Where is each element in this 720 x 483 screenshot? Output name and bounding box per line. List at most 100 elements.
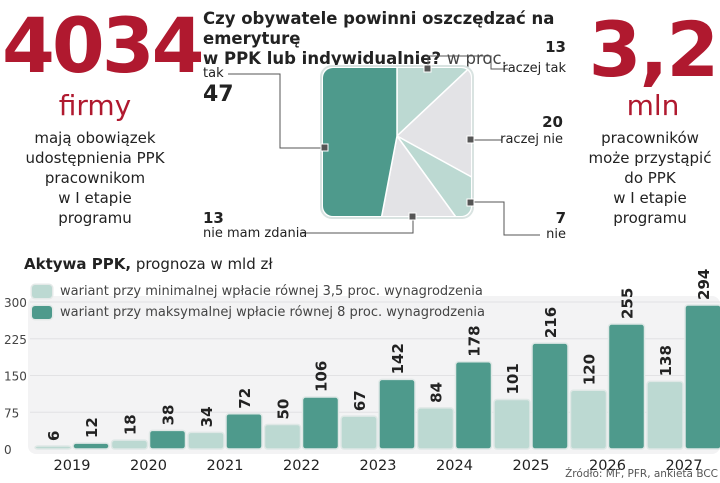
y-tick-label: 225: [4, 333, 27, 347]
pie-label-raczej-nie: raczej nie: [500, 132, 563, 147]
x-tick-label: 2020: [130, 458, 167, 474]
pie-title-line2: w PPK lub indywidualnie?: [203, 49, 442, 68]
desc-line: mają obowiązek: [34, 129, 156, 147]
leader-line-raczej-tak: [427, 55, 508, 70]
bar-max-2025: [531, 342, 569, 450]
pie-label-tak: tak: [203, 66, 224, 81]
bar-min-2019: [34, 445, 72, 450]
stat-description-workers: pracowników może przystąpić do PPK w I e…: [580, 128, 720, 228]
desc-line: pracownikom: [44, 169, 146, 187]
desc-line: pracowników: [601, 129, 699, 147]
pie-label-nie: nie: [546, 227, 566, 242]
marker-nie-mam-zdania: [408, 212, 417, 221]
legend-label-min: wariant przy minimalnej wpłacie równej 3…: [60, 284, 483, 299]
pie-slice-raczej-tak: [396, 68, 471, 138]
y-tick-label: 0: [4, 443, 12, 457]
leader-line-nie-mam-zdania: [300, 216, 414, 234]
pie-slice-nie: [396, 135, 471, 216]
bar-min-2020: [110, 439, 149, 450]
source-note: Źródło: MF, PFR, ankieta BCC: [565, 468, 718, 480]
desc-line: udostępnienia PPK: [25, 149, 165, 167]
desc-line: w I etapie: [58, 189, 132, 207]
y-tick-label: 300: [4, 296, 27, 310]
desc-line: w I etapie: [613, 189, 687, 207]
stat-value-workers: 3,2: [588, 5, 720, 94]
bar-min-2027: [646, 380, 684, 450]
bar-value-label: 120: [581, 354, 599, 385]
bar-value-label: 38: [160, 405, 178, 426]
pie-chart: [228, 55, 540, 236]
bar-min-2026: [569, 389, 608, 450]
stat-description-firms: mają obowiązek udostępnienia PPK pracown…: [0, 128, 190, 228]
y-tick-label: 150: [4, 370, 27, 384]
bar-value-label: 67: [351, 390, 369, 411]
pie-title-line1: Czy obywatele powinni oszczędzać na emer…: [203, 9, 555, 48]
legend-label-max: wariant przy maksymalnej wpłacie równej …: [60, 305, 485, 320]
x-tick-label: 2023: [360, 458, 397, 474]
bar-value-label: 12: [83, 417, 101, 438]
pie-value-raczej-nie: 20: [542, 113, 563, 131]
x-tick-label: 2022: [283, 458, 320, 474]
marker-raczej-nie: [466, 135, 475, 144]
x-tick-label: 2019: [54, 458, 91, 474]
bar-chart-subtitle: prognoza w mld zł: [135, 255, 273, 273]
desc-line: do PPK: [624, 169, 676, 187]
leader-line-nie: [471, 201, 540, 236]
bar-max-2019: [72, 442, 110, 450]
bar-chart-title-bold: Aktywa PPK,: [24, 255, 132, 273]
x-tick-label: 2024: [436, 458, 473, 474]
bar-max-2026: [607, 323, 646, 450]
y-tick-label: 75: [4, 406, 19, 420]
x-tick-label: 2021: [207, 458, 244, 474]
pie-slice-raczej-nie: [395, 68, 471, 205]
pie-value-nie-mam-zdania: 13: [203, 209, 224, 227]
pie-value-nie: 7: [555, 209, 566, 227]
pie-value-tak: 47: [203, 82, 234, 107]
desc-line: może przystąpić: [588, 149, 712, 167]
legend-swatch-min: [32, 285, 52, 298]
stat-value-firms: 4034: [2, 1, 205, 90]
bar-value-label: 294: [695, 269, 713, 300]
desc-line: programu: [613, 209, 687, 227]
bar-value-label: 84: [428, 382, 446, 403]
x-tick-label: 2025: [513, 458, 550, 474]
bar-chart-title: Aktywa PPK, prognoza w mld zł: [24, 255, 273, 273]
pie-title: Czy obywatele powinni oszczędzać na emer…: [203, 9, 593, 69]
bar-value-label: 72: [236, 388, 254, 409]
bar-value-label: 50: [275, 399, 293, 420]
stat-unit-workers: mln: [626, 89, 680, 122]
x-tick-label: 2027: [666, 458, 703, 474]
bar-value-label: 34: [198, 406, 216, 427]
bar-min-2025: [493, 398, 531, 450]
bar-max-2027: [684, 304, 720, 450]
bar-max-2020: [148, 429, 187, 450]
bar-value-label: 6: [45, 431, 63, 441]
leader-line-tak: [228, 73, 325, 149]
legend-item-min: wariant przy minimalnej wpłacie równej 3…: [32, 282, 485, 301]
bar-min-2021: [187, 431, 225, 450]
bar-value-label: 101: [504, 363, 522, 394]
bar-min-2024: [416, 407, 455, 450]
bar-min-2023: [340, 415, 378, 450]
pie-slice-nie-mam-zdania: [369, 134, 471, 216]
pie-label-nie-mam-zdania: nie mam zdania: [203, 226, 308, 241]
pie-title-unit: w proc.: [446, 49, 507, 68]
pie-slice-tak: [323, 68, 398, 216]
bar-value-label: 255: [619, 288, 637, 319]
desc-line: programu: [58, 209, 132, 227]
bar-max-2023: [378, 378, 416, 450]
bar-value-label: 142: [389, 343, 407, 374]
marker-nie: [466, 198, 475, 207]
bar-value-label: 178: [466, 325, 484, 356]
bar-legend: wariant przy minimalnej wpłacie równej 3…: [32, 282, 485, 322]
stat-unit-firms: firmy: [58, 89, 132, 122]
bar-value-label: 138: [657, 345, 675, 376]
bar-max-2022: [301, 396, 340, 450]
marker-tak: [320, 143, 329, 152]
bar-max-2024: [454, 361, 493, 450]
bar-value-label: 106: [313, 361, 331, 392]
bar-value-label: 216: [542, 307, 560, 338]
pie-label-raczej-tak: raczej tak: [502, 61, 566, 76]
bar-max-2021: [225, 412, 263, 450]
